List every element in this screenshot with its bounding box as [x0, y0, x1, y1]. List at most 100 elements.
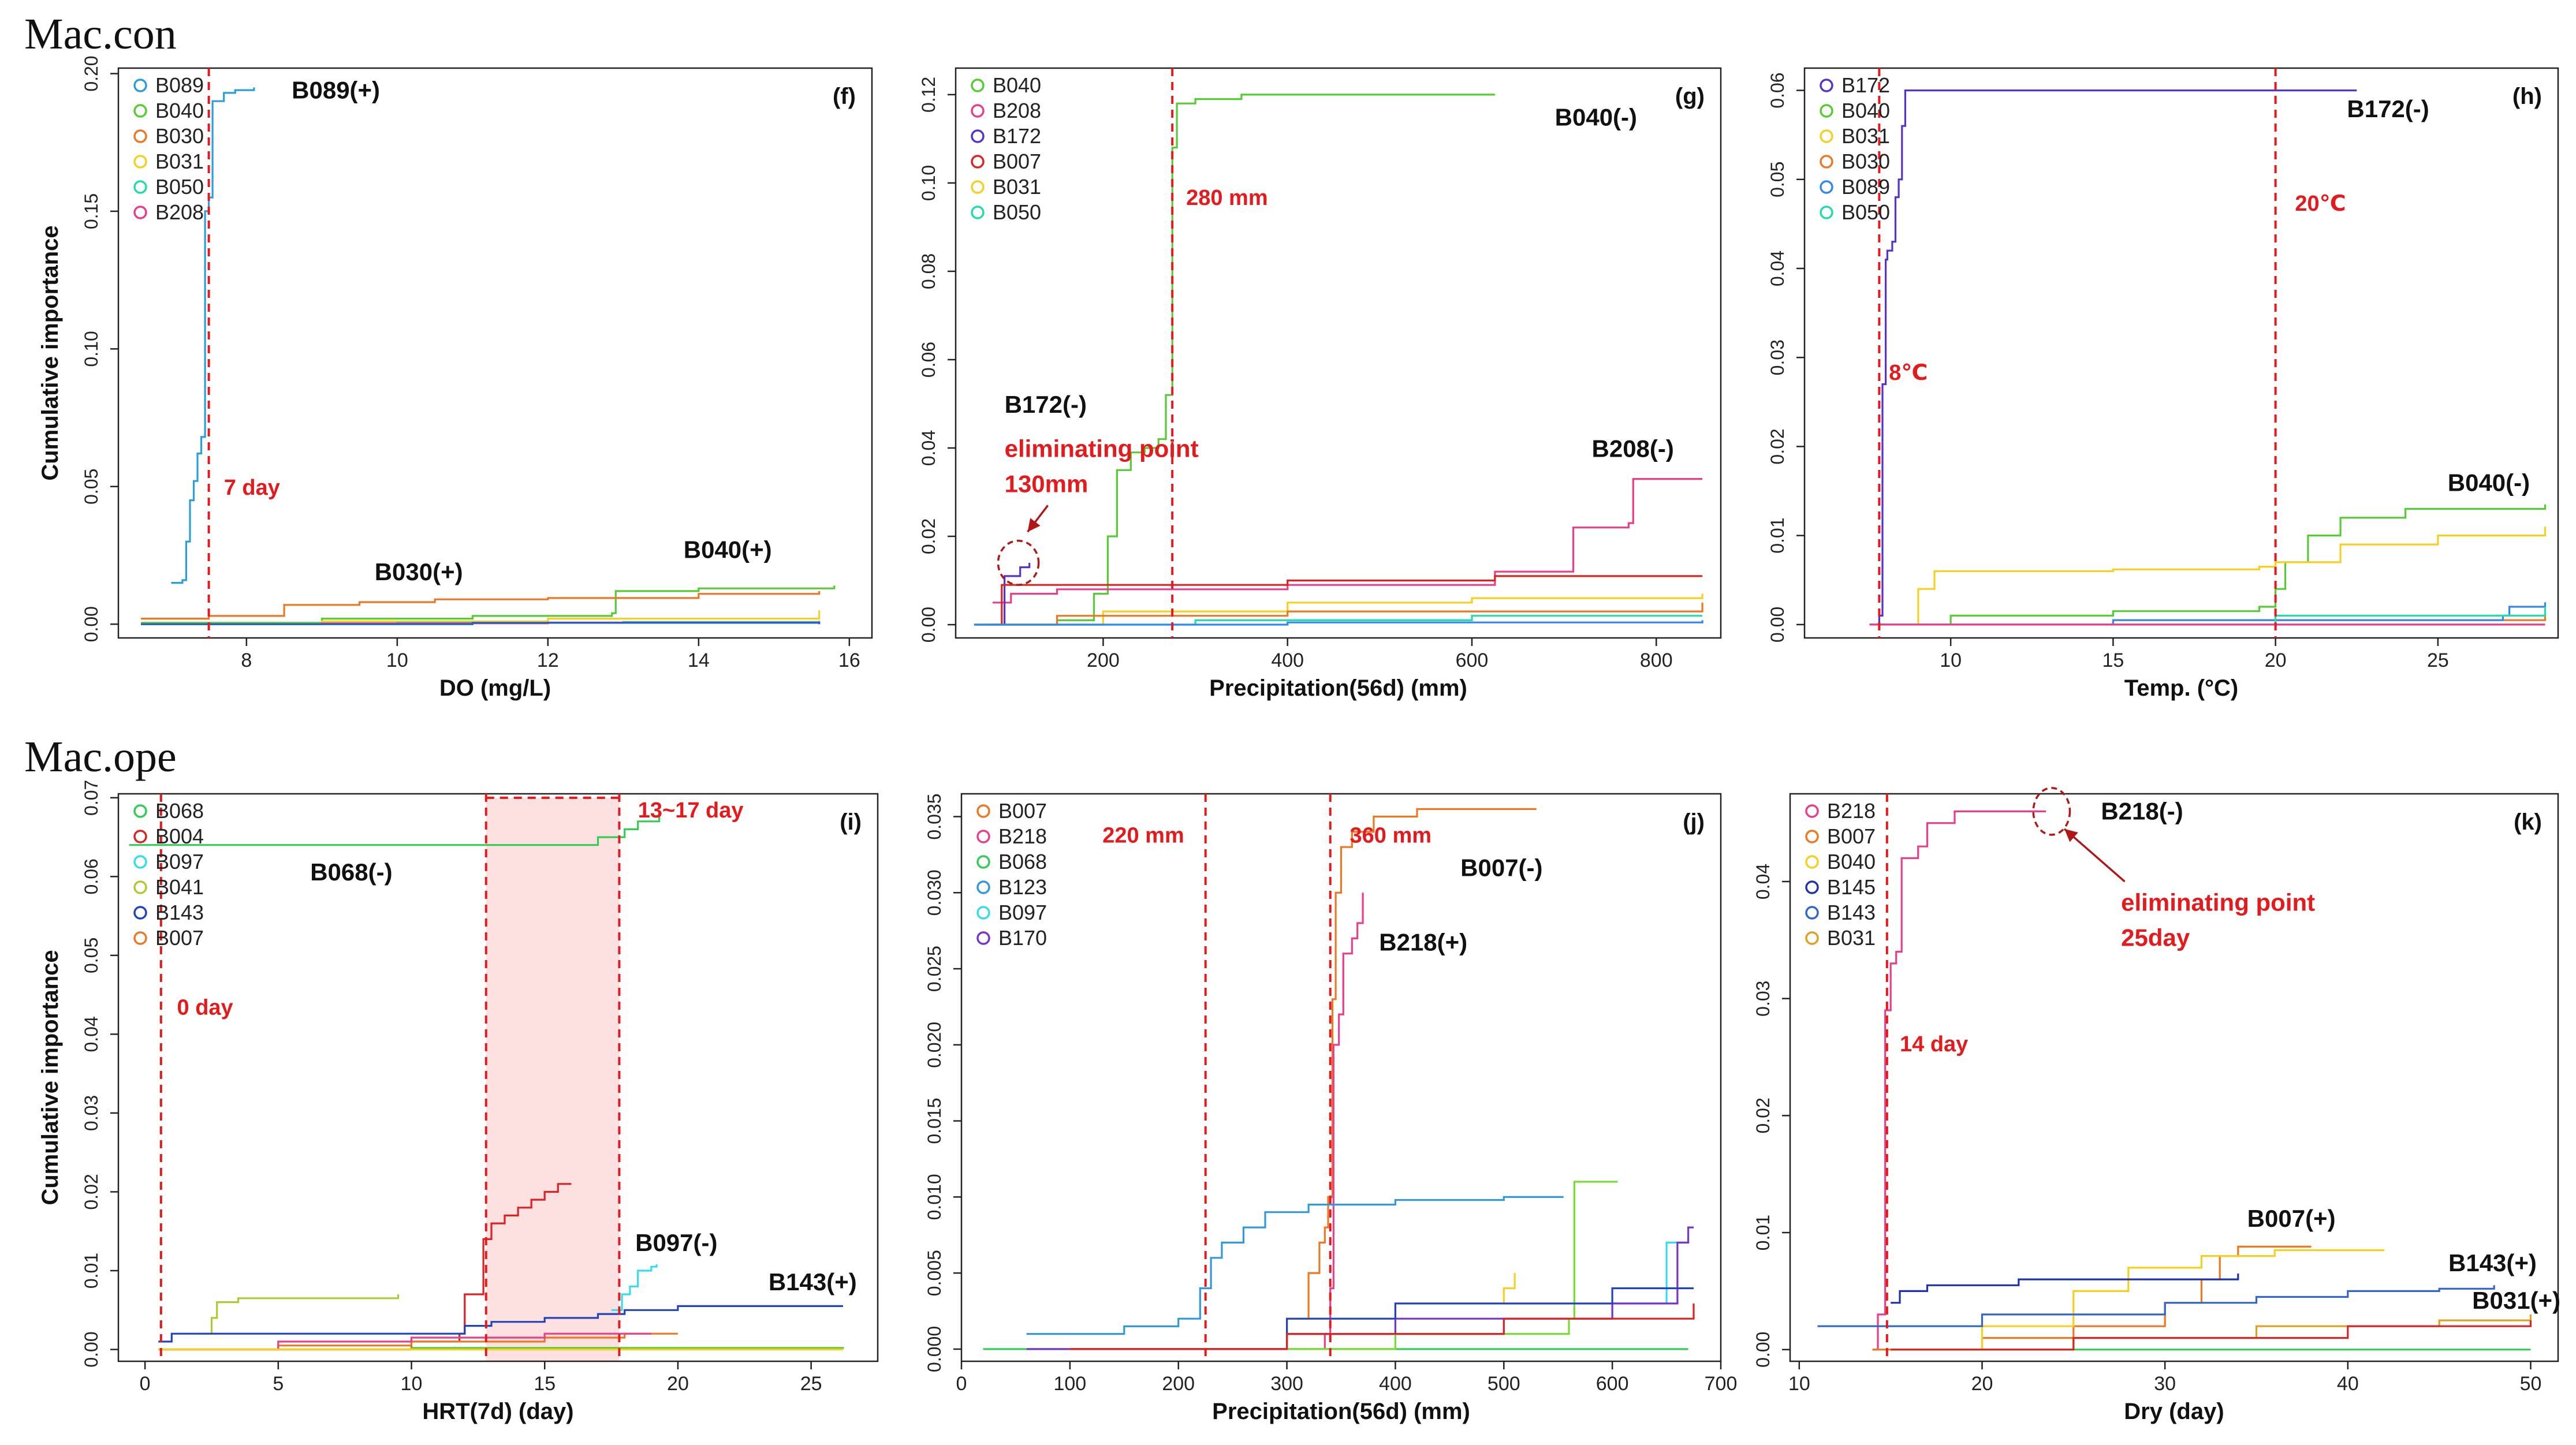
legend-entry: B170: [998, 926, 1047, 950]
x-tick-label: 5: [273, 1373, 284, 1395]
panel-label: (i): [840, 809, 862, 835]
x-tick-label: 15: [534, 1373, 556, 1395]
legend-marker: [133, 129, 147, 143]
y-tick-label: 0.00: [81, 1331, 102, 1367]
panel-label: (h): [2512, 84, 2542, 109]
x-tick-label: 700: [1705, 1373, 1738, 1395]
annotation-label: B097(-): [635, 1229, 717, 1256]
legend-entry: B031: [993, 175, 1041, 199]
chart-panel-h: 10 15 20 25 0.00 0.01 0.02 0.03 0.04 0.05 0.06 Temp…: [1767, 67, 2559, 701]
legend-marker: [976, 906, 990, 920]
series-line-b007: [992, 575, 1703, 626]
series-line-yellow: [1069, 1273, 1516, 1350]
group-title-mac-con: Mac.con: [24, 10, 177, 58]
chart-panel-i: 0 5 10 15 20 25 0.00 0.01 0.02 0.03 0.04 0.05 0.06 0.…: [38, 780, 879, 1424]
x-tick-label: 12: [537, 649, 559, 671]
series-line-b031: [1891, 1314, 2532, 1351]
annotation-label: B208(-): [1592, 435, 1674, 462]
legend-marker: [1805, 804, 1819, 818]
series-line-b218: [1872, 810, 2046, 1351]
y-tick-label: 0.05: [81, 469, 102, 505]
y-tick-label: 0.02: [1753, 1097, 1773, 1133]
highlight-circle: [2032, 787, 2071, 836]
legend-marker: [133, 931, 147, 945]
x-tick-label: 200: [1162, 1373, 1195, 1395]
reference-line-label: 220 mm: [1102, 823, 1184, 847]
y-tick-label: 0.08: [918, 253, 939, 289]
legend-entry: B172: [1841, 73, 1890, 97]
y-tick-label: 0.010: [924, 1174, 945, 1220]
y-tick-label: 0.02: [918, 518, 939, 554]
y-tick-label: 0.00: [1753, 1332, 1773, 1368]
annotation-arrowhead: [1027, 518, 1041, 532]
x-axis-label: Precipitation(56d) (mm): [1212, 1399, 1470, 1424]
x-tick-label: 10: [386, 649, 408, 671]
legend-entry: B208: [993, 99, 1041, 122]
y-tick-label: 0.04: [1753, 864, 1773, 899]
y-tick-label: 0.05: [81, 938, 102, 973]
legend-entry: B007: [155, 926, 204, 950]
legend-entry: B031: [1841, 124, 1890, 148]
series-line-red: [1069, 1303, 1695, 1350]
y-tick-label: 0.02: [1767, 428, 1788, 464]
x-tick-label: 800: [1640, 649, 1673, 671]
y-tick-label: 0.06: [1767, 72, 1788, 108]
legend-entry: B068: [998, 850, 1047, 873]
x-tick-label: 25: [800, 1373, 822, 1395]
y-axis-label: Cumulative importance: [38, 225, 63, 480]
annotation-arrow: [2063, 828, 2126, 883]
legend-marker: [971, 180, 985, 194]
series-line-b123: [1026, 1196, 1564, 1335]
legend-marker: [1820, 129, 1833, 143]
x-axis-label: HRT(7d) (day): [422, 1399, 573, 1424]
legend-entry: B145: [1827, 875, 1876, 899]
series-line-blue: [974, 620, 1703, 626]
annotation-label: B040(+): [684, 536, 772, 563]
series-line-b089: [171, 87, 255, 584]
legend-marker: [1805, 880, 1819, 894]
series-line-b031: [974, 593, 1703, 626]
annotation-label: B143(+): [769, 1268, 857, 1295]
series-line-b143: [1817, 1285, 2495, 1327]
panel-label: (j): [1683, 809, 1705, 835]
y-tick-label: 0.00: [1767, 607, 1788, 643]
legend-entry: B218: [1827, 799, 1876, 823]
series-line-b040: [1891, 1249, 2385, 1351]
legend-marker: [971, 129, 985, 143]
y-tick-label: 0.03: [1767, 339, 1788, 375]
series-line-blue: [141, 622, 821, 625]
series-line-pink: [158, 1332, 651, 1351]
series-line-b143: [158, 1305, 843, 1343]
y-tick-label: 0.15: [81, 193, 102, 229]
plot-frame: [955, 67, 1722, 639]
y-tick-label: 0.10: [918, 165, 939, 201]
y-tick-label: 0.00: [81, 606, 102, 642]
series-line-b030: [141, 591, 821, 620]
x-axis-label: DO (mg/L): [439, 675, 551, 701]
legend-marker: [971, 104, 985, 118]
series-line-lime: [1069, 1181, 1618, 1350]
annotation-label: B218(-): [2101, 798, 2183, 825]
legend-entry: B097: [155, 850, 204, 873]
shaded-band: [486, 797, 620, 1361]
y-tick-label: 0.04: [918, 430, 939, 466]
y-tick-label: 0.020: [924, 1022, 945, 1068]
x-tick-label: 20: [2265, 649, 2287, 671]
plot-frame: [1789, 793, 2559, 1362]
x-tick-label: 50: [2520, 1373, 2542, 1395]
chart-panel-j: 0 100 200 300 400 500 600 700 0.000 0.005 0.010 0.0…: [924, 793, 1737, 1424]
reference-line-label: 14 day: [1900, 1032, 1968, 1056]
annotation-label: B030(+): [375, 558, 463, 585]
series-line-b040: [1869, 504, 2547, 626]
legend-marker: [971, 206, 985, 219]
legend-marker: [133, 79, 147, 92]
reference-line-label: 8℃: [1889, 361, 1928, 385]
x-tick-label: 40: [2337, 1373, 2359, 1395]
x-tick-label: 10: [401, 1373, 423, 1395]
annotation-label: B007(+): [2247, 1205, 2336, 1232]
legend-marker: [976, 804, 990, 818]
x-tick-label: 10: [1940, 649, 1962, 671]
legend-entry: B007: [1827, 824, 1876, 848]
